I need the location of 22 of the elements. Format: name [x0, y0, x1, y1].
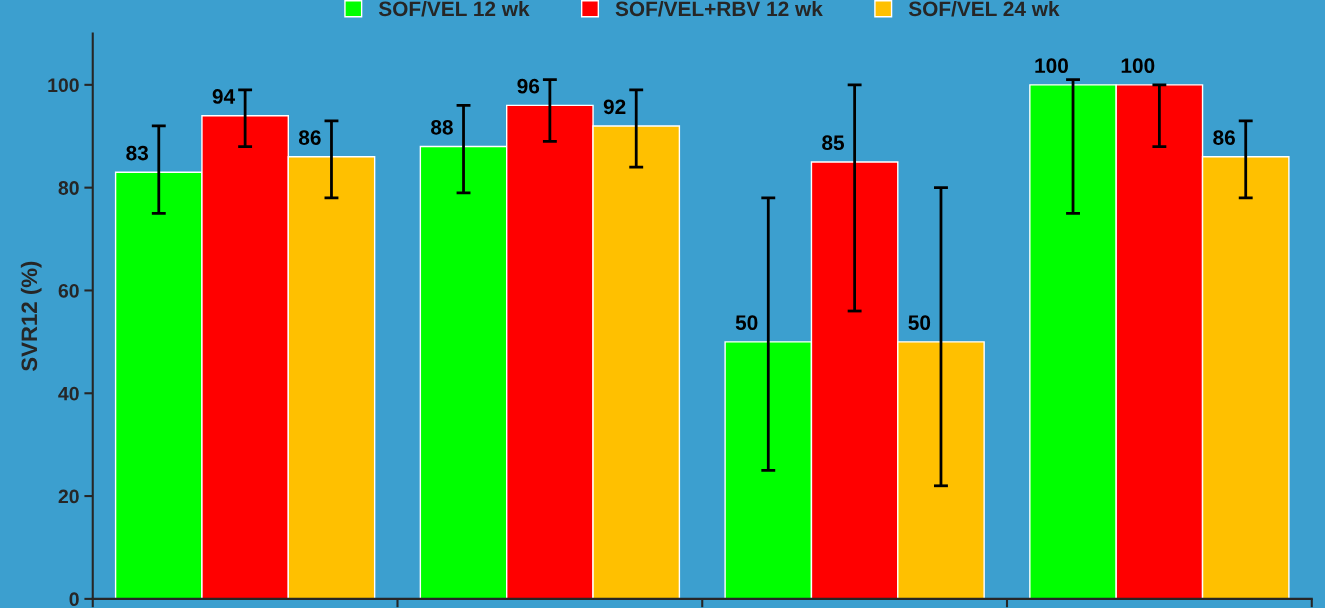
data-label: 85 — [822, 135, 845, 151]
data-label: 50 — [908, 315, 931, 331]
y-tick-label: 80 — [58, 181, 79, 195]
data-label: 94 — [212, 89, 236, 104]
data-label: 86 — [298, 130, 321, 145]
data-label: 50 — [735, 315, 758, 331]
y-tick-label: 20 — [58, 489, 79, 504]
y-axis-title: SVR12 (%) — [20, 261, 42, 372]
data-label: 86 — [1213, 130, 1235, 145]
data-label: 100 — [1035, 58, 1068, 74]
legend-label: SOF/VEL+RBV 12 wk — [615, 0, 823, 17]
data-label: 96 — [517, 78, 540, 94]
data-label: 83 — [126, 145, 149, 161]
y-tick-label: 40 — [58, 386, 79, 401]
y-tick-label: 60 — [58, 283, 79, 298]
data-label: 88 — [431, 119, 453, 135]
data-label: 100 — [1121, 58, 1155, 74]
legend-label: SOF/VEL 24 wk — [908, 0, 1060, 17]
y-tick-label: 0 — [69, 592, 79, 607]
y-tick-label: 100 — [48, 78, 79, 93]
data-label: 92 — [603, 99, 626, 115]
legend-label: SOF/VEL 12 wk — [378, 0, 530, 17]
